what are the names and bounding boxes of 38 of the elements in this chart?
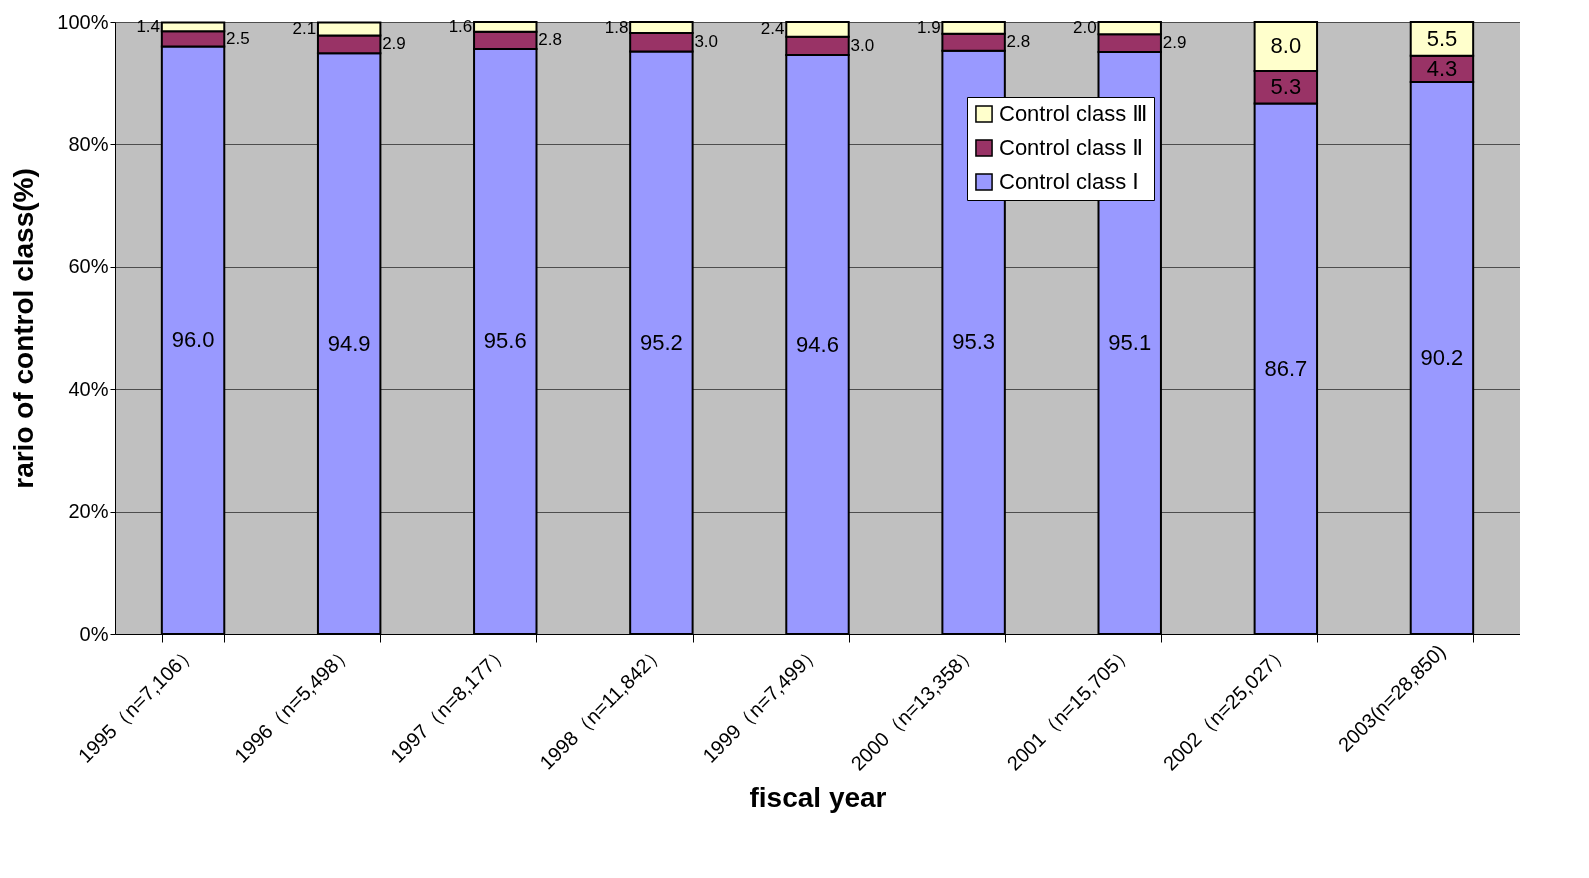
legend-label: Control class Ⅲ (999, 101, 1148, 126)
data-label: 3.0 (694, 32, 719, 52)
data-label: 2.0 (1073, 18, 1097, 38)
x-axis-title: fiscal year (749, 781, 887, 813)
legend-label: Control class Ⅱ (999, 135, 1144, 160)
data-label: 2.5 (226, 28, 250, 48)
data-label: 2.4 (760, 19, 785, 39)
data-label: 96.0 (171, 327, 215, 353)
data-label: 2.1 (292, 19, 317, 39)
y-axis-title: rario of control class(%) (8, 168, 40, 489)
data-label: 8.0 (1270, 33, 1302, 59)
y-tick-label: 100% (57, 10, 109, 33)
data-label: 95.3 (952, 329, 996, 355)
data-label: 86.7 (1264, 355, 1308, 381)
data-label: 90.2 (1420, 344, 1464, 370)
data-label: 4.3 (1426, 55, 1458, 81)
y-tick-label: 40% (68, 377, 109, 400)
y-tick-label: 20% (68, 500, 109, 523)
data-label: 94.6 (796, 331, 839, 357)
data-label: 95.6 (483, 328, 527, 354)
data-label: 5.5 (1426, 25, 1458, 51)
data-label: 95.1 (1108, 329, 1152, 355)
data-label: 3.0 (850, 35, 875, 55)
data-label: 95.2 (639, 329, 683, 355)
y-tick-label: 0% (79, 622, 109, 645)
y-tick-label: 80% (68, 132, 109, 155)
data-label: 1.8 (604, 17, 629, 37)
data-label: 2.9 (382, 34, 406, 54)
data-label: 94.9 (327, 330, 371, 356)
data-label: 2.8 (1006, 32, 1031, 52)
data-label: 1.4 (136, 16, 161, 36)
data-label: 5.3 (1270, 74, 1302, 100)
data-label: 2.8 (538, 30, 562, 50)
data-label: 1.9 (916, 17, 941, 37)
legend-label: Control class Ⅰ (999, 169, 1139, 194)
data-label: 1.6 (448, 16, 473, 36)
data-label: 2.9 (1162, 33, 1187, 53)
y-tick-label: 60% (68, 255, 109, 278)
